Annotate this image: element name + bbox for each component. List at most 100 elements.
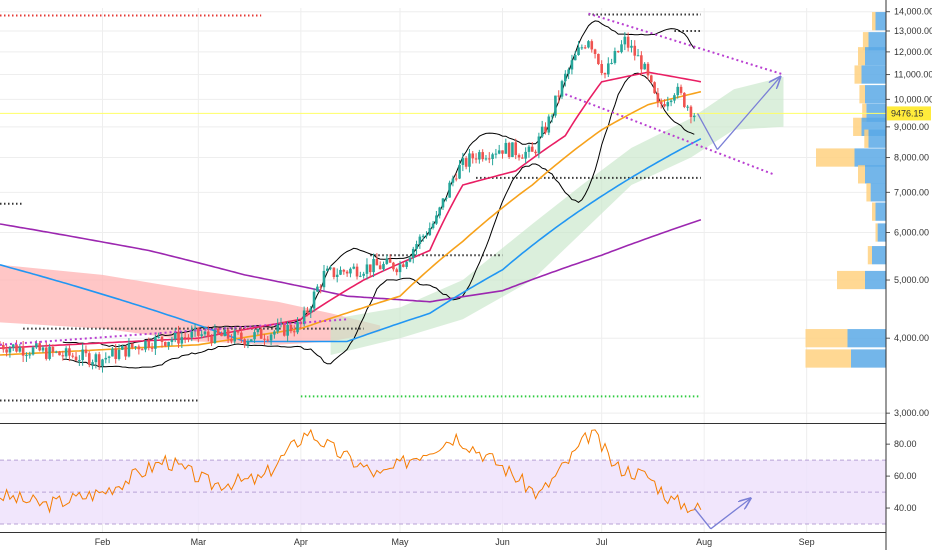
candle-body [74,356,78,361]
candle-body [210,336,213,343]
cloud-bullish [330,76,784,356]
candle-body [147,340,151,348]
candle-body [494,153,498,155]
candle-body [322,270,326,288]
candle-body [537,136,541,154]
candle-body [435,215,438,224]
candle-body [150,347,154,349]
volume-profile-bar [858,47,865,66]
candle-body [643,63,646,70]
candle-body [170,339,174,342]
trendline-upper [588,12,784,76]
candle-body [302,310,306,325]
trendline-lower [564,93,774,176]
candle-body [107,356,111,358]
candle-body [656,93,660,102]
volume-profile-bar [867,246,872,265]
x-tick-label: Jun [495,537,510,547]
rsi-projection-down [693,507,712,530]
candle-body [236,331,240,333]
candle-body [587,41,590,48]
candle-body [461,158,465,165]
volume-profile-bar [865,47,886,66]
candle-body [286,324,289,336]
y-tick-label: 8,000.00 [894,153,929,163]
volume-profile-bar [816,148,855,167]
candle-body [616,51,620,53]
candle-body [392,262,395,270]
rsi-tick-label: 80.00 [894,439,917,449]
candle-body [550,115,554,117]
candle-body [408,257,412,262]
candle-body [8,347,12,353]
y-tick-label: 3,000.00 [894,408,929,418]
candle-body [448,182,451,198]
candle-body [306,310,309,313]
candle-body [203,331,207,335]
candle-body [121,345,124,350]
y-tick-label: 10,000.00 [894,94,932,104]
volume-profile-bar [865,85,886,104]
volume-profile-bar [865,165,886,184]
candle-body [411,248,415,258]
candle-body [101,359,104,367]
volume-profile-bar [870,183,886,202]
x-tick-label: Mar [191,537,207,547]
volume-profile-bar [872,202,876,221]
candle-body [484,158,488,160]
candle-body [111,348,114,357]
candle-body [458,164,461,179]
candle-body [230,338,233,342]
current-price-badge: 9476.15 [887,106,931,121]
candle-body [256,328,260,333]
candle-body [51,346,55,352]
volume-profile-bar [858,165,865,184]
candle-body [378,265,382,270]
candle-body [21,347,25,356]
price-badge-label: 9476.15 [891,108,924,118]
candle-body [580,47,584,49]
candle-body [220,333,223,337]
candle-body [292,331,296,333]
candle-body [590,41,594,50]
candle-body [451,178,455,183]
candle-body [603,73,607,75]
candle-body [226,329,230,339]
x-tick-label: Feb [95,537,111,547]
candle-body [428,228,432,236]
candle-body [597,53,600,65]
candle-body [402,264,405,267]
candle-body [388,258,392,263]
candle-body [5,349,8,353]
volume-profile-bar [859,85,865,104]
candle-body [38,343,41,351]
volume-profile-bar [862,32,869,51]
candle-body [35,343,38,348]
projection-arrow-down [696,113,718,150]
y-tick-label: 14,000.00 [894,7,932,17]
candle-body [273,331,276,335]
candle-body [200,334,203,336]
candle-body [554,95,557,116]
moving-average-line [0,137,702,343]
volume-profile-bar [875,202,886,221]
candle-body [464,158,468,167]
candle-body [633,45,637,56]
candle-body [415,244,418,249]
candle-body [134,346,137,348]
candle-body [471,153,475,159]
price-badge-box [887,106,931,121]
candle-body [491,154,494,159]
volume-profile-bar [837,270,865,290]
candle-body [183,337,187,339]
candle-body [478,152,481,160]
candle-body [501,150,504,154]
volume-profile-bar [864,129,869,148]
y-tick-label: 6,000.00 [894,228,929,238]
volume-profile-bar [862,103,867,122]
x-tick-label: Aug [696,537,712,547]
candle-body [269,334,273,341]
candle-body [474,158,478,160]
